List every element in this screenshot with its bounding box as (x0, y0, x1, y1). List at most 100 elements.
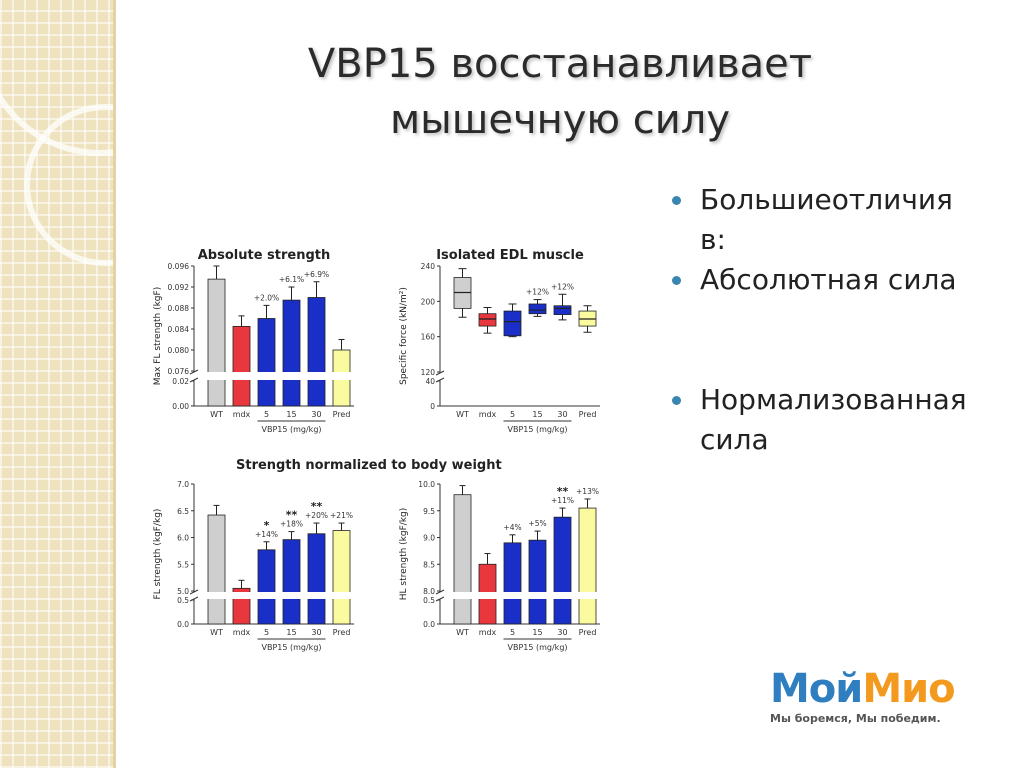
y-tick-label: 200 (421, 297, 436, 306)
y-tick-label: 6.0 (177, 534, 189, 543)
y-tick-label: 8.0 (423, 587, 435, 596)
break-mark (435, 589, 445, 595)
x-axis-label: VBP15 (mg/kg) (261, 425, 321, 434)
bar-30 (553, 516, 572, 625)
break-mark (189, 377, 199, 383)
y-tick-label: 0.0 (423, 620, 435, 629)
x-tick-label: mdx (233, 410, 251, 419)
x-tick-label: 30 (311, 628, 321, 637)
y-tick-label: 120 (421, 368, 436, 377)
logo-part-2: Мио (862, 666, 955, 712)
x-axis-label: VBP15 (mg/kg) (507, 425, 567, 434)
bar-5 (257, 318, 276, 407)
y-axis-label: Max FL strength (kgF) (153, 287, 163, 385)
x-tick-label: 5 (264, 410, 269, 419)
bullet-item: Нормализованная сила (672, 380, 972, 460)
axis-break (438, 592, 602, 599)
bullet-item: Абсолютная сила (672, 260, 972, 300)
axis-break (192, 372, 356, 380)
chart-fl-strength: 5.0 5.5 6.0 6.5 7.0 0.0 0.5 FL strength (kgF/kg… (153, 480, 356, 652)
chart-isolated-edl: Isolated EDL muscle 120 160 200 240 0 40 Specif… (399, 248, 602, 434)
x-axis-label: VBP15 (mg/kg) (507, 643, 567, 652)
y-tick-label: 6.5 (177, 507, 189, 516)
y-tick-label: 0.00 (172, 402, 189, 411)
percent-annotation: +18% (280, 520, 303, 529)
x-tick-label: 5 (510, 410, 515, 419)
moimio-logo: МойМио Мы боремся, Мы победим. (770, 666, 956, 725)
y-axis-label: HL strength (kgF/kg) (399, 508, 409, 601)
y-axis-label: FL strength (kgF/kg) (153, 509, 163, 600)
box-30 (553, 305, 572, 315)
significance-marker: ** (311, 500, 323, 513)
percent-annotation: +20% (305, 511, 328, 520)
x-tick-label: mdx (479, 628, 497, 637)
y-tick-label: 9.5 (423, 507, 435, 516)
box-mdx (478, 313, 497, 327)
percent-annotation: +14% (255, 530, 278, 539)
y-tick-label: 0.092 (168, 283, 190, 292)
y-tick-label: 0.02 (172, 377, 189, 386)
box-15 (528, 303, 547, 315)
y-tick-label: 0.096 (168, 262, 190, 271)
x-tick-label: mdx (233, 628, 251, 637)
y-tick-label: 240 (421, 262, 436, 271)
y-tick-label: 0.076 (168, 367, 190, 376)
title-line-1: VBP15 восстанавливает (307, 41, 813, 87)
decorative-circles (0, 91, 113, 266)
x-tick-label: WT (210, 410, 223, 419)
y-tick-label: 0.080 (168, 346, 190, 355)
x-tick-label: 30 (557, 628, 567, 637)
x-tick-label: Pred (333, 410, 351, 419)
y-tick-label: 0 (430, 402, 435, 411)
bar-5 (503, 542, 522, 625)
title-line-2: мышечную силу (389, 97, 731, 143)
break-mark (435, 370, 445, 376)
bullet-list: Большиеотличия в: Абсолютная сила Нормал… (672, 180, 972, 460)
bar-15 (282, 299, 301, 407)
logo-wordmark: МойМио (770, 666, 956, 712)
y-tick-label: 5.0 (177, 587, 189, 596)
y-tick-label: 0.0 (177, 620, 189, 629)
stripe-edge (113, 0, 116, 768)
bar-WT (453, 494, 472, 625)
x-tick-label: 15 (532, 410, 542, 419)
y-tick-label: 0.5 (177, 596, 189, 605)
y-tick-label: 0.5 (423, 596, 435, 605)
bar-WT (207, 514, 226, 625)
break-mark (435, 596, 445, 602)
bullet-item: Большиеотличия в: (672, 180, 972, 260)
y-tick-label: 9.0 (423, 534, 435, 543)
x-tick-label: Pred (333, 628, 351, 637)
x-tick-label: 30 (557, 410, 567, 419)
x-tick-label: Pred (579, 410, 597, 419)
percent-annotation: +12% (551, 282, 574, 291)
x-tick-label: WT (456, 628, 469, 637)
percent-annotation: +13% (576, 487, 599, 496)
significance-marker: ** (286, 509, 298, 522)
decorative-stripe (0, 0, 113, 768)
logo-tagline: Мы боремся, Мы победим. (770, 712, 941, 725)
y-tick-label: 0.088 (168, 304, 190, 313)
chart-hl-strength: 8.0 8.5 9.0 9.5 10.0 0.0 0.5 HL strength (kgF/k… (399, 480, 602, 652)
x-tick-label: 15 (286, 410, 296, 419)
x-axis-label: VBP15 (mg/kg) (261, 643, 321, 652)
bar-Pred (332, 530, 351, 625)
chart-absolute-strength: Absolute strength 0.076 0.080 0.084 0.088 0.0… (153, 248, 356, 434)
bar-15 (528, 539, 547, 625)
x-tick-label: Pred (579, 628, 597, 637)
slide-title: VBP15 восстанавливает мышечную силу (180, 36, 940, 148)
chart-title: Isolated EDL muscle (436, 248, 584, 263)
percent-annotation: +5% (528, 519, 546, 528)
significance-marker: ** (557, 485, 569, 498)
percent-annotation: +12% (526, 288, 549, 297)
x-tick-label: 5 (264, 628, 269, 637)
chart-title: Absolute strength (198, 248, 331, 263)
percent-annotation: +6.1% (279, 275, 304, 284)
x-tick-label: 15 (532, 628, 542, 637)
y-tick-label: 10.0 (418, 480, 435, 489)
y-tick-label: 5.5 (177, 560, 189, 569)
y-tick-label: 0.084 (168, 325, 190, 334)
x-tick-label: 5 (510, 628, 515, 637)
percent-annotation: +4% (503, 523, 521, 532)
bar-WT (207, 278, 226, 407)
